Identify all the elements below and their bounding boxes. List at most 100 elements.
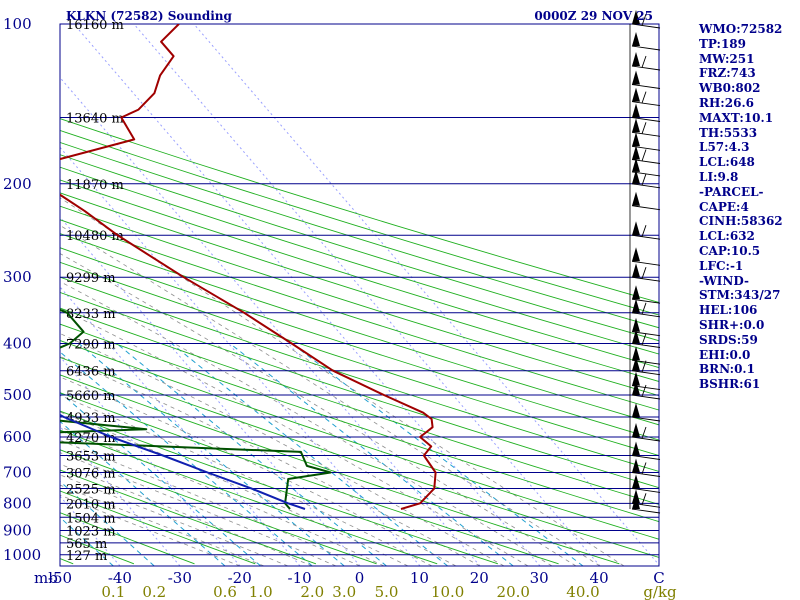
mixing-ratio-line bbox=[171, 343, 448, 566]
index-item: WMO:72582 bbox=[699, 22, 783, 36]
index-item: MW:251 bbox=[699, 51, 755, 66]
wind-barbs bbox=[629, 10, 661, 514]
dry-adiabat bbox=[60, 261, 659, 457]
wind-barb bbox=[631, 10, 661, 29]
sounding-line bbox=[60, 308, 332, 510]
wind-barb-flag bbox=[632, 157, 640, 172]
pressure-tick-labels: 100 200 300 400 500 600 700 800 900 1000 bbox=[3, 15, 41, 564]
wind-barb-staff bbox=[631, 205, 661, 211]
wind-barb-feather bbox=[641, 426, 647, 439]
index-item: LCL:632 bbox=[699, 229, 755, 244]
moist-adiabat bbox=[60, 224, 601, 566]
time-title: 0000Z 29 NOV 25 bbox=[534, 9, 653, 23]
wind-barb-staff bbox=[631, 101, 661, 107]
wind-barb bbox=[631, 423, 661, 442]
dry-adiabat bbox=[60, 166, 659, 355]
wind-barb bbox=[631, 298, 661, 318]
moist-adiabat bbox=[60, 494, 241, 566]
height-label: 3076 m bbox=[66, 467, 116, 482]
wind-barb-flag bbox=[632, 145, 640, 160]
wind-barb-staff bbox=[631, 276, 661, 282]
temperature-tick-labels: mb-50 -40 -30 -20 -10 0 10 20 30 40 C bbox=[34, 569, 665, 587]
wind-barb-feather bbox=[641, 493, 647, 505]
height-labels: 16160 m 13640 m 11870 m 10480 m 9299 m 8233 m… bbox=[66, 18, 124, 564]
dry-adiabat bbox=[60, 276, 659, 472]
mixing-ratio-tick-label: 10.0 bbox=[431, 583, 464, 600]
index-item: LCL:648 bbox=[699, 155, 755, 170]
wind-barb-staff bbox=[631, 183, 661, 189]
mixing-ratio-tick-label: 2.0 bbox=[300, 583, 324, 600]
sounding-line bbox=[60, 24, 437, 510]
dry-adiabat bbox=[60, 307, 659, 505]
wind-barb-staff bbox=[631, 234, 661, 240]
wind-barb-staff bbox=[631, 394, 661, 400]
wind-barb-flag bbox=[632, 458, 640, 473]
pressure-tick-label: 800 bbox=[3, 494, 32, 512]
wind-barb-feather bbox=[641, 173, 647, 186]
wind-barb-staff bbox=[631, 65, 661, 71]
moist-adiabat bbox=[60, 484, 265, 566]
mixing-ratio-line bbox=[60, 480, 155, 566]
height-label: 13640 m bbox=[66, 111, 124, 126]
wind-barb-flag bbox=[632, 329, 640, 344]
wind-barb bbox=[631, 103, 661, 122]
index-item: FRZ:743 bbox=[699, 66, 756, 81]
wind-barb-flag bbox=[632, 132, 640, 147]
indices-panel: WMO:72582 TP:189 MW:251 FRZ:743 WB0:802 RH:26… bbox=[699, 22, 799, 392]
isotherm-line bbox=[133, 24, 601, 566]
pressure-tick-label: 600 bbox=[3, 428, 32, 446]
wind-barb-flag bbox=[632, 103, 640, 118]
wind-barb-flag bbox=[632, 285, 640, 300]
wind-barb bbox=[631, 495, 661, 514]
index-item: LI:9.8 bbox=[699, 169, 739, 184]
plot-frame bbox=[59, 23, 660, 567]
mixing-ratio-tick-label: 5.0 bbox=[375, 583, 399, 600]
wind-barb-staff bbox=[631, 312, 661, 318]
moist-adiabat bbox=[60, 253, 577, 566]
dry-adiabat bbox=[60, 179, 659, 369]
isotherm-line bbox=[60, 216, 361, 566]
wind-barb bbox=[631, 118, 661, 137]
dry-adiabat bbox=[60, 429, 438, 565]
dry-adiabat bbox=[60, 323, 659, 523]
wind-barb bbox=[631, 381, 661, 400]
wind-barb-staff bbox=[631, 472, 661, 477]
index-item: -PARCEL- bbox=[699, 184, 764, 199]
dry-adiabat bbox=[60, 205, 659, 397]
wind-barb-feather bbox=[641, 149, 647, 162]
wind-barb-flag bbox=[632, 495, 640, 509]
wind-barb-feather bbox=[641, 91, 647, 104]
wind-barb-flag bbox=[632, 474, 640, 489]
mixing-ratio-line bbox=[60, 516, 114, 566]
dry-adiabat bbox=[60, 374, 620, 565]
temperature-tick-label: -20 bbox=[228, 569, 252, 587]
height-label: 2010 m bbox=[66, 497, 116, 512]
dry-adiabat bbox=[60, 141, 659, 329]
wind-barb-staff bbox=[631, 260, 661, 266]
height-label: 16160 m bbox=[66, 18, 124, 33]
wind-barb-feather bbox=[641, 333, 647, 346]
mixing-ratio-tick-label: 0.6 bbox=[213, 583, 237, 600]
wind-barb bbox=[631, 70, 661, 89]
dry-adiabat bbox=[60, 291, 659, 489]
index-item: CINH:58362 bbox=[699, 214, 783, 229]
wind-barb-flag bbox=[632, 10, 640, 24]
index-item: RH:26.6 bbox=[699, 95, 754, 110]
index-item: CAPE:4 bbox=[699, 199, 749, 214]
dry-adiabat bbox=[60, 118, 659, 303]
moist-adiabat bbox=[60, 355, 481, 566]
wind-barb-staff bbox=[631, 298, 661, 304]
mixing-ratio-line bbox=[116, 343, 387, 566]
wind-barb-feather bbox=[641, 267, 647, 279]
wind-barb-staff bbox=[631, 343, 661, 348]
mixing-ratio-line bbox=[60, 420, 226, 566]
wind-barb bbox=[631, 458, 661, 477]
pressure-tick-label: 200 bbox=[3, 175, 32, 193]
height-label: 6436 m bbox=[66, 365, 116, 380]
isotherm-line bbox=[60, 565, 61, 566]
moist-adiabat bbox=[60, 376, 457, 566]
wind-barb-feather bbox=[641, 360, 647, 373]
temperature-tick-label: 10 bbox=[410, 569, 429, 587]
temperature-tick-label: 0 bbox=[355, 569, 365, 587]
mixing-ratio-unit-label: g/kg bbox=[643, 583, 677, 600]
